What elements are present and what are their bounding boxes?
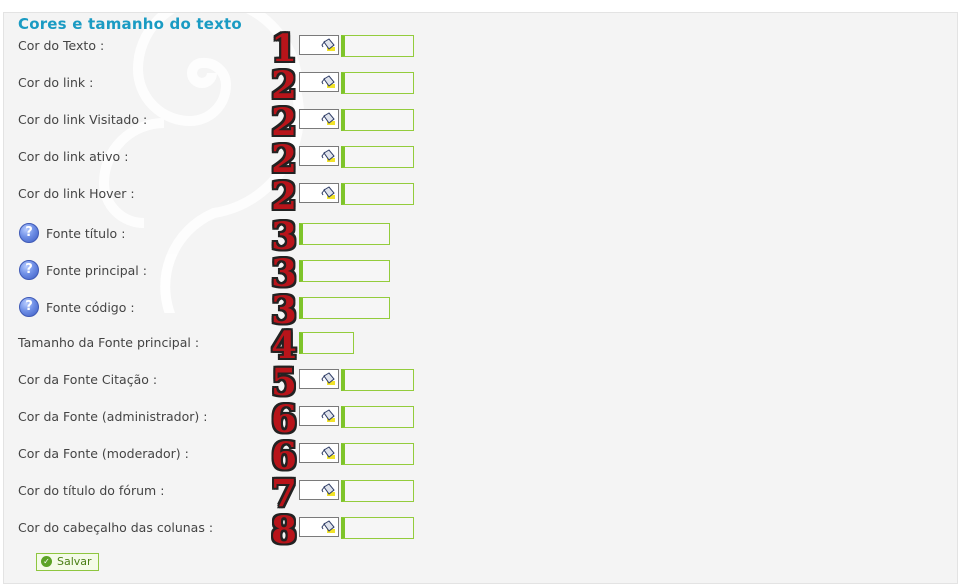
help-icon[interactable]: ?: [19, 223, 39, 243]
section-title: Cores e tamanho do texto: [18, 15, 242, 33]
active-link-color-input[interactable]: [341, 146, 414, 168]
row-text-color: Cor do Texto: 1: [4, 28, 604, 68]
paint-bucket-icon[interactable]: [299, 35, 339, 55]
link-color-input[interactable]: [341, 72, 414, 94]
forum-title-color-input[interactable]: [341, 480, 414, 502]
annotation-number: 2: [271, 174, 297, 218]
annotation-number: 6: [271, 434, 297, 478]
row-label: Tamanho da Fonte principal:: [18, 335, 200, 350]
hover-link-color-input[interactable]: [341, 183, 414, 205]
text-colors-panel: Cores e tamanho do texto Cor do Texto: 1…: [3, 12, 958, 584]
row-label: Cor do título do fórum:: [18, 483, 165, 498]
paint-bucket-icon[interactable]: [299, 443, 339, 463]
row-label: Fonte código:: [46, 300, 135, 315]
row-label: Cor do Texto:: [18, 38, 105, 53]
annotation-number: 4: [271, 323, 297, 367]
annotation-number: 3: [271, 288, 297, 332]
row-active-link-color: Cor do link ativo: 2: [4, 139, 604, 179]
annotation-number: 5: [271, 360, 297, 404]
row-column-header-color: Cor do cabeçalho das colunas: 8: [4, 510, 604, 550]
main-font-size-input[interactable]: [299, 332, 354, 354]
quote-font-color-input[interactable]: [341, 369, 414, 391]
row-main-font: ? Fonte principal: 3: [4, 253, 604, 293]
title-font-input[interactable]: [299, 223, 390, 245]
background-swirl-decoration: [98, 13, 304, 313]
row-title-font: ? Fonte título: 3: [4, 216, 604, 256]
paint-bucket-icon[interactable]: [299, 72, 339, 92]
checkmark-icon: ✓: [41, 556, 52, 567]
admin-font-color-input[interactable]: [341, 406, 414, 428]
row-label: Cor do link ativo:: [18, 149, 129, 164]
save-button[interactable]: ✓ Salvar: [36, 553, 99, 571]
text-color-input[interactable]: [341, 35, 414, 57]
main-font-input[interactable]: [299, 260, 390, 282]
annotation-number: 3: [271, 214, 297, 258]
paint-bucket-icon[interactable]: [299, 480, 339, 500]
row-main-font-size: Tamanho da Fonte principal: 4: [4, 325, 604, 365]
row-label: Cor do cabeçalho das colunas:: [18, 520, 214, 535]
row-code-font: ? Fonte código: 3: [4, 290, 604, 330]
annotation-number: 2: [271, 63, 297, 107]
row-forum-title-color: Cor do título do fórum: 7: [4, 473, 604, 513]
paint-bucket-icon[interactable]: [299, 146, 339, 166]
annotation-number: 8: [271, 508, 297, 552]
row-quote-font-color: Cor da Fonte Citação: 5: [4, 362, 604, 402]
paint-bucket-icon[interactable]: [299, 517, 339, 537]
row-label: Cor do link Visitado:: [18, 112, 148, 127]
help-icon[interactable]: ?: [19, 297, 39, 317]
moderator-font-color-input[interactable]: [341, 443, 414, 465]
paint-bucket-icon[interactable]: [299, 406, 339, 426]
help-icon[interactable]: ?: [19, 260, 39, 280]
row-hover-link-color: Cor do link Hover: 2: [4, 176, 604, 216]
row-label: Cor do link:: [18, 75, 94, 90]
row-visited-link-color: Cor do link Visitado: 2: [4, 102, 604, 142]
annotation-number: 1: [271, 26, 297, 70]
annotation-number: 7: [271, 471, 297, 515]
row-label: Cor da Fonte Citação:: [18, 372, 158, 387]
column-header-color-input[interactable]: [341, 517, 414, 539]
annotation-number: 3: [271, 251, 297, 295]
paint-bucket-icon[interactable]: [299, 183, 339, 203]
code-font-input[interactable]: [299, 297, 390, 319]
save-button-label: Salvar: [57, 555, 92, 568]
row-label: Fonte principal:: [46, 263, 147, 278]
annotation-number: 6: [271, 397, 297, 441]
paint-bucket-icon[interactable]: [299, 369, 339, 389]
visited-link-color-input[interactable]: [341, 109, 414, 131]
row-label: Fonte título:: [46, 226, 126, 241]
row-label: Cor do link Hover:: [18, 186, 135, 201]
paint-bucket-icon[interactable]: [299, 109, 339, 129]
row-link-color: Cor do link: 2: [4, 65, 604, 105]
annotation-number: 2: [271, 100, 297, 144]
row-label: Cor da Fonte (moderador):: [18, 446, 189, 461]
annotation-number: 2: [271, 137, 297, 181]
row-moderator-font-color: Cor da Fonte (moderador): 6: [4, 436, 604, 476]
row-admin-font-color: Cor da Fonte (administrador): 6: [4, 399, 604, 439]
row-label: Cor da Fonte (administrador):: [18, 409, 208, 424]
